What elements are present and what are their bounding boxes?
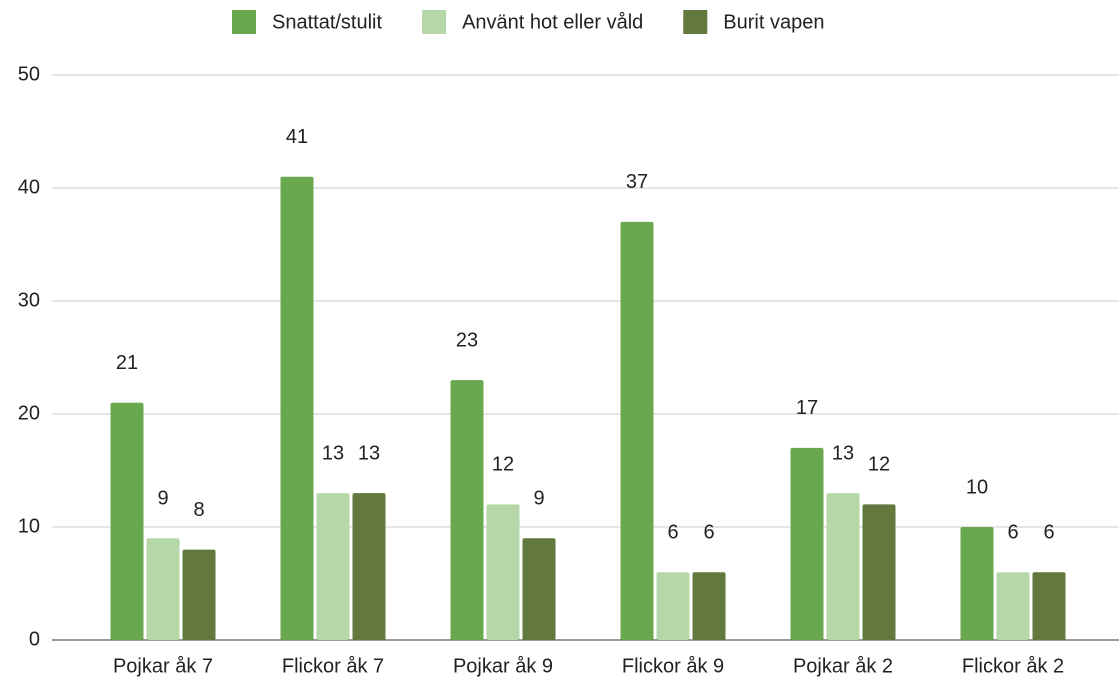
bar: [996, 572, 1030, 640]
value-label: 13: [358, 442, 380, 464]
bar: [790, 447, 824, 640]
bar: [862, 504, 896, 640]
bar: [522, 538, 556, 640]
value-label: 6: [1007, 521, 1018, 543]
value-label: 10: [966, 476, 988, 498]
bar: [1032, 572, 1066, 640]
bar: [352, 493, 386, 640]
value-label: 9: [533, 488, 544, 510]
legend-label: Använt hot eller våld: [462, 11, 643, 33]
bar: [316, 493, 350, 640]
value-label: 23: [456, 329, 478, 351]
bar: [450, 380, 484, 640]
value-label: 6: [667, 521, 678, 543]
bar: [826, 493, 860, 640]
value-label: 37: [626, 171, 648, 193]
x-tick-label: Pojkar åk 2: [793, 655, 893, 677]
bar: [146, 538, 180, 640]
bar: [280, 176, 314, 640]
y-tick-label: 0: [29, 628, 40, 650]
legend-swatch: [683, 10, 708, 34]
bar: [486, 504, 520, 640]
bar: [960, 527, 994, 640]
value-label: 6: [703, 521, 714, 543]
bar: [692, 572, 726, 640]
y-tick-label: 40: [18, 176, 40, 198]
value-label: 17: [796, 397, 818, 419]
legend-label: Snattat/stulit: [272, 11, 383, 33]
legend-swatch: [422, 10, 447, 34]
value-label: 41: [286, 126, 308, 148]
value-label: 13: [322, 442, 344, 464]
x-tick-label: Flickor åk 7: [282, 655, 384, 677]
x-tick-label: Pojkar åk 9: [453, 655, 553, 677]
y-tick-label: 10: [18, 515, 40, 537]
value-label: 8: [193, 499, 204, 521]
bar: [182, 549, 216, 640]
value-label: 21: [116, 352, 138, 374]
y-tick-label: 50: [18, 63, 40, 85]
legend-swatch: [232, 10, 256, 34]
x-tick-label: Flickor åk 9: [622, 655, 724, 677]
bar: [620, 221, 654, 640]
value-label: 12: [868, 454, 890, 476]
x-tick-label: Flickor åk 2: [962, 655, 1064, 677]
bar: [110, 402, 144, 640]
y-tick-label: 30: [18, 289, 40, 311]
x-tick-label: Pojkar åk 7: [113, 655, 213, 677]
value-label: 9: [157, 488, 168, 510]
legend-label: Burit vapen: [723, 11, 824, 33]
bar: [656, 572, 690, 640]
value-label: 6: [1043, 521, 1054, 543]
value-label: 13: [832, 442, 854, 464]
value-label: 12: [492, 454, 514, 476]
y-tick-label: 20: [18, 402, 40, 424]
